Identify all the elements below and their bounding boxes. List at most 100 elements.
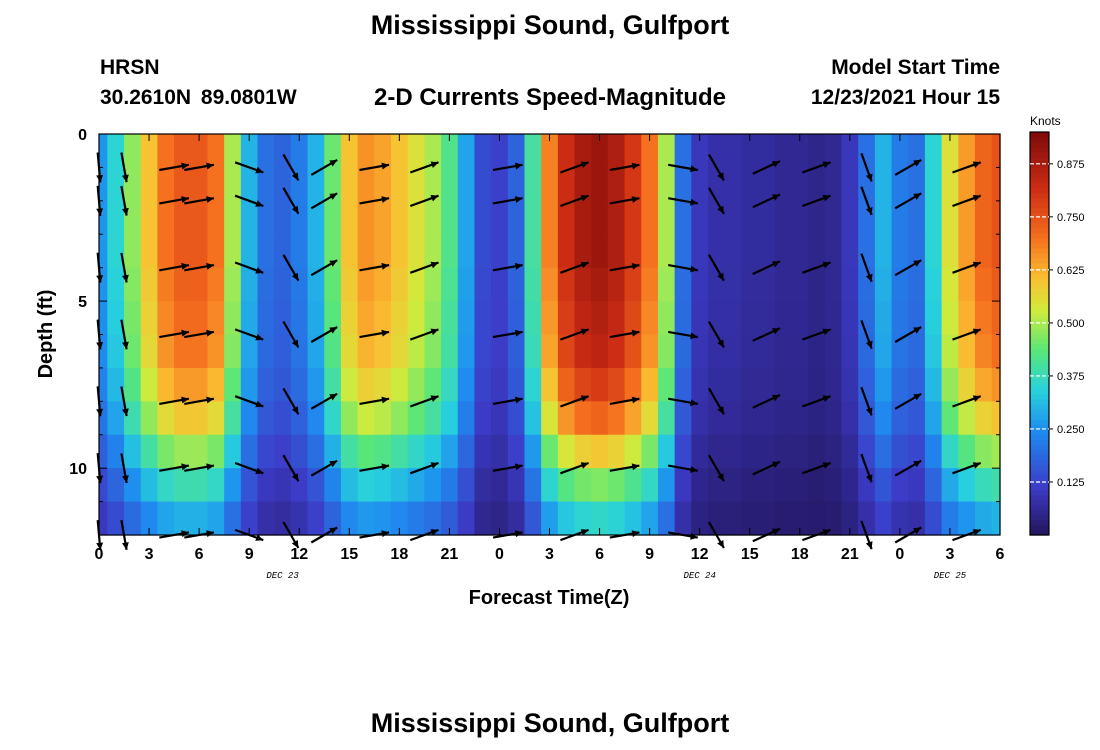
current-arrow	[282, 454, 300, 482]
heatmap-cell	[274, 334, 292, 369]
heatmap-cell	[224, 401, 242, 436]
heatmap-cell	[958, 367, 976, 402]
heatmap-cell	[307, 267, 325, 302]
current-arrow	[282, 187, 300, 215]
heatmap-cell	[541, 200, 559, 235]
heatmap-cell	[174, 367, 192, 402]
heatmap-cell	[841, 334, 859, 369]
heatmap-cell	[774, 301, 793, 336]
heatmap-cell	[424, 434, 442, 469]
current-arrow	[120, 386, 129, 417]
heatmap-cell	[224, 200, 242, 235]
heatmap-cell	[524, 434, 542, 469]
heatmap-cell	[324, 468, 342, 503]
heatmap-cell	[174, 134, 192, 169]
heatmap-cell	[674, 200, 692, 235]
current-arrow	[409, 161, 439, 174]
heatmap-cell	[507, 434, 526, 469]
heatmap-cell	[891, 401, 909, 436]
heatmap-cell	[491, 367, 509, 402]
heatmap-cell	[140, 501, 158, 536]
heatmap-cell	[824, 167, 843, 202]
heatmap-cell	[607, 267, 626, 302]
heatmap-cell	[124, 501, 142, 536]
heatmap-cell	[607, 134, 626, 169]
heatmap-cell	[157, 200, 175, 235]
heatmap-cell	[591, 401, 609, 436]
heatmap-cell	[958, 200, 976, 235]
heatmap-cell	[190, 468, 209, 503]
heatmap-cell	[674, 134, 692, 169]
x-tick-label: 3	[545, 546, 554, 563]
current-arrow	[802, 461, 831, 475]
heatmap-cell	[557, 167, 576, 202]
heatmap-cell	[190, 334, 209, 369]
heatmap-cell	[858, 267, 876, 302]
y-tick-label: 0	[78, 127, 87, 144]
heatmap-cell	[340, 434, 359, 469]
heatmap-cell	[190, 301, 209, 336]
current-arrow	[282, 254, 300, 282]
current-arrow	[609, 463, 640, 472]
heatmap-cell	[324, 367, 342, 402]
heatmap-cell	[791, 301, 809, 336]
heatmap-cell	[774, 134, 793, 169]
heatmap-cell	[407, 167, 425, 202]
heatmap-cell	[324, 200, 342, 235]
heatmap-cell	[457, 301, 476, 336]
heatmap-cell	[290, 234, 309, 269]
heatmap-cell	[340, 167, 359, 202]
heatmap-cell	[124, 401, 142, 436]
heatmap-cell	[824, 367, 843, 402]
heatmap-cell	[290, 301, 309, 336]
heatmap-cell	[741, 234, 759, 269]
heatmap-cell	[641, 167, 659, 202]
heatmap-cell	[574, 234, 592, 269]
heatmap-cell	[240, 134, 259, 169]
heatmap-cell	[190, 501, 209, 536]
heatmap-cell	[557, 234, 576, 269]
heatmap-cell	[307, 334, 325, 369]
heatmap-cell	[724, 167, 742, 202]
heatmap-cell	[657, 301, 676, 336]
heatmap-cell	[124, 267, 142, 302]
chart-title: Mississippi Sound, Gulfport	[370, 10, 730, 40]
heatmap-cell	[257, 267, 275, 302]
x-tick-label: 9	[645, 546, 654, 563]
heatmap-cell	[724, 301, 742, 336]
heatmap-cell	[340, 501, 359, 536]
heatmap-cell	[691, 267, 709, 302]
heatmap-cell	[541, 367, 559, 402]
heatmap-cell	[157, 267, 175, 302]
heatmap-cell	[924, 468, 943, 503]
heatmap-cell	[908, 468, 926, 503]
heatmap-cell	[607, 301, 626, 336]
heatmap-cell	[457, 334, 476, 369]
heatmap-cell	[607, 234, 626, 269]
heatmap-cell	[441, 134, 459, 169]
heatmap-cell	[257, 134, 275, 169]
heatmap-cell	[157, 301, 175, 336]
heatmap-cell	[207, 234, 225, 269]
current-arrow	[860, 453, 873, 483]
heatmap-cell	[557, 267, 576, 302]
heatmap-cell	[741, 334, 759, 369]
x-axis-label: Forecast Time(Z)	[469, 587, 630, 609]
heatmap-cell	[474, 401, 492, 436]
heatmap-cell	[891, 468, 909, 503]
heatmap-cell	[407, 367, 425, 402]
heatmap-cell	[624, 468, 642, 503]
heatmap-cell	[724, 367, 742, 402]
current-arrow	[668, 163, 698, 173]
current-arrow	[894, 158, 922, 176]
heatmap-cell	[741, 267, 759, 302]
heatmap-cell	[491, 267, 509, 302]
current-arrow	[120, 319, 129, 350]
heatmap-cell	[591, 334, 609, 369]
heatmap-cell	[824, 267, 843, 302]
heatmap-cell	[991, 301, 1001, 336]
current-arrow	[752, 260, 781, 275]
heatmap-cell	[724, 468, 742, 503]
x-tick-label: 0	[495, 546, 504, 563]
heatmap-cell	[958, 267, 976, 302]
